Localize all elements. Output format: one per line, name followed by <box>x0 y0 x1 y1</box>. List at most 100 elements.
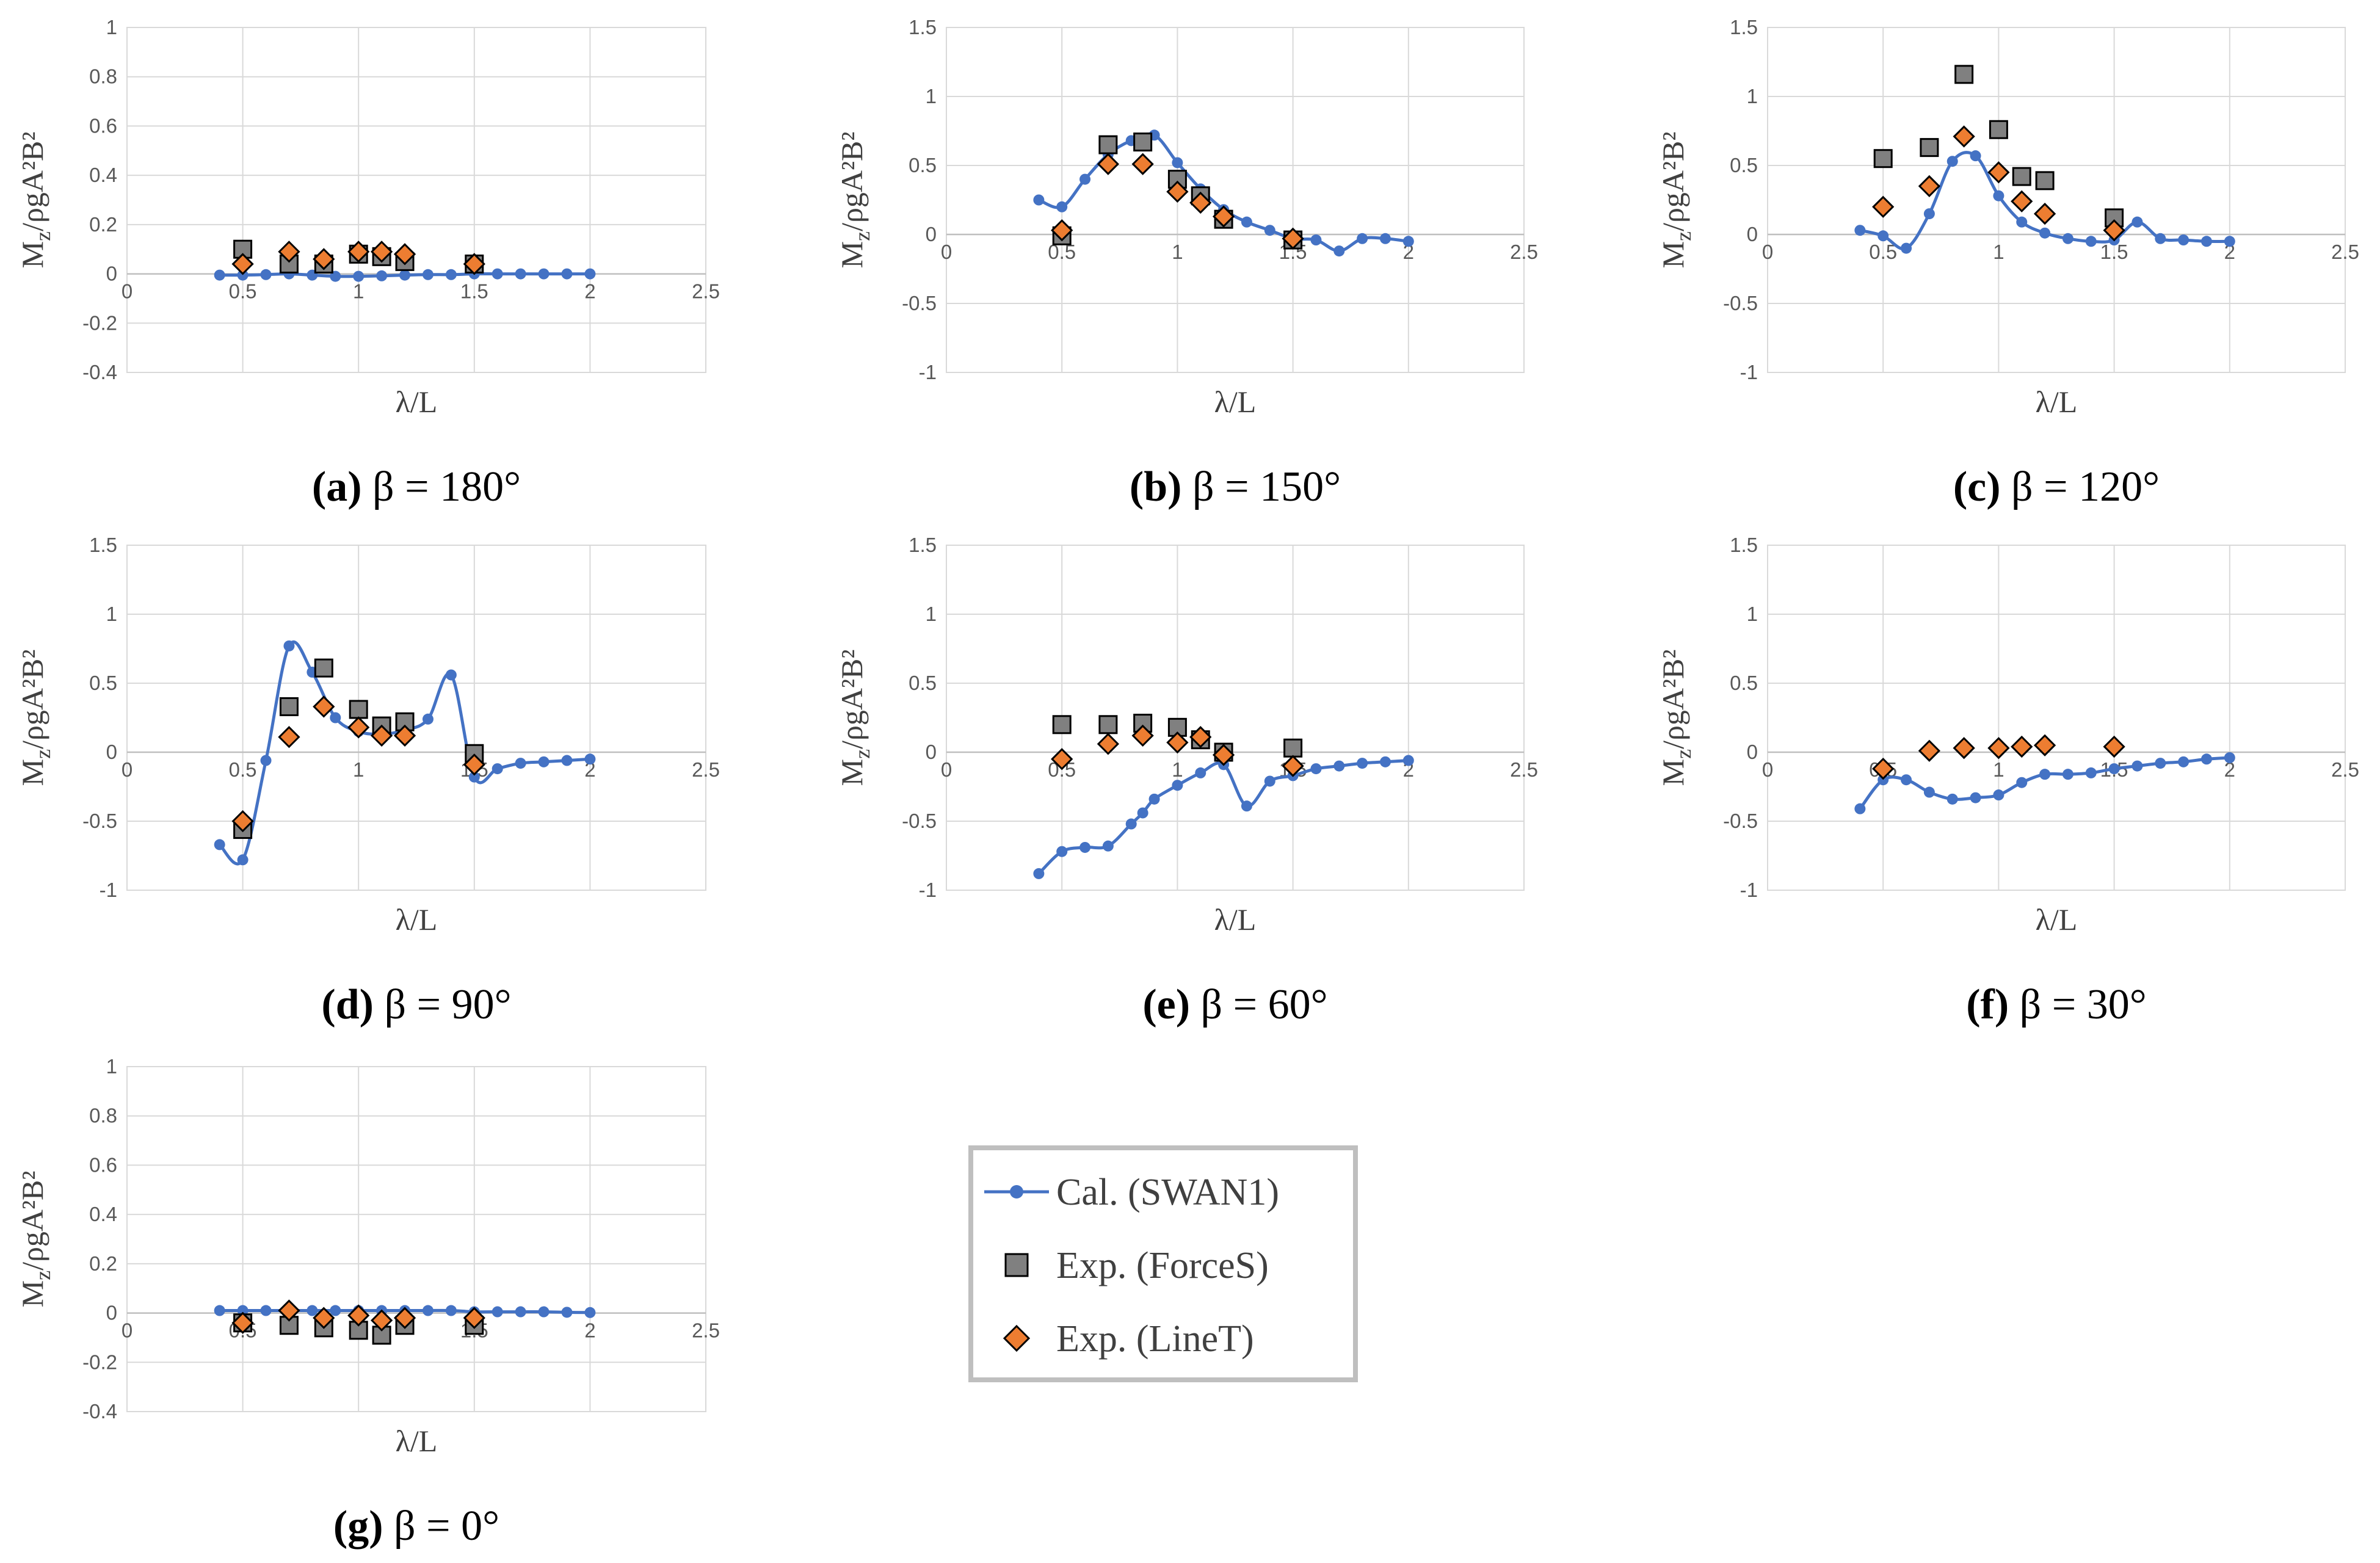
point-cal-swan1 <box>422 713 434 725</box>
point-cal-swan1 <box>1056 846 1068 857</box>
point-cal-swan1 <box>1854 803 1866 814</box>
point-cal-swan1 <box>492 1306 503 1318</box>
x-axis-label: λ/L <box>396 902 438 937</box>
x-tick-label: 0 <box>941 241 952 263</box>
point-exp-forces <box>2035 171 2055 190</box>
y-tick-label: 1 <box>1747 85 1758 107</box>
point-cal-swan1 <box>445 269 457 280</box>
point-cal-swan1 <box>1946 793 1958 805</box>
chart-g: -0.4-0.200.20.40.60.8100.511.522.5λ/LMz/… <box>15 1055 720 1550</box>
y-tick-label: 0.5 <box>1730 672 1758 694</box>
x-tick-label: 1 <box>1172 241 1183 263</box>
point-cal-swan1 <box>2224 752 2235 764</box>
x-tick-label: 2 <box>2224 241 2235 263</box>
point-exp-linet <box>347 716 370 739</box>
x-tick-label: 2.5 <box>2331 758 2359 781</box>
caption-a: (a) β = 180° <box>312 463 521 510</box>
point-exp-forces <box>1873 149 1893 169</box>
caption-text: β = 90° <box>374 981 512 1028</box>
point-exp-linet <box>1987 161 2010 184</box>
point-cal-swan1 <box>2039 227 2051 239</box>
legend-swatch-square <box>1004 1253 1029 1277</box>
point-cal-swan1 <box>1102 840 1114 852</box>
y-label-main: M <box>835 241 869 268</box>
caption-g: (g) β = 0° <box>333 1503 499 1550</box>
point-cal-swan1 <box>2224 236 2235 247</box>
x-axis-label: λ/L <box>2036 902 2078 937</box>
point-exp-linet <box>1189 191 1212 214</box>
point-exp-linet <box>313 1307 335 1329</box>
caption-letter: (e) <box>1142 981 1190 1028</box>
point-exp-linet <box>463 753 485 776</box>
y-tick-label: 1.5 <box>1730 16 1758 38</box>
point-cal-swan1 <box>260 755 272 766</box>
y-tick-label: -1 <box>919 361 937 383</box>
x-tick-label: 1 <box>1993 758 2004 781</box>
x-tick-label: 1 <box>353 758 364 781</box>
point-cal-swan1 <box>353 270 365 282</box>
y-tick-label: 0 <box>1747 741 1758 763</box>
y-tick-label: 1 <box>926 603 937 625</box>
point-cal-swan1 <box>1901 774 1912 786</box>
point-cal-swan1 <box>214 839 225 850</box>
legend-label: Exp. (LineT) <box>1056 1318 1254 1360</box>
point-cal-swan1 <box>1148 793 1160 805</box>
point-exp-linet <box>2011 735 2033 758</box>
point-cal-swan1 <box>399 269 411 281</box>
point-exp-linet <box>463 253 485 275</box>
y-axis-label: Mz/ρgA²B² <box>15 650 55 786</box>
x-tick-label: 0 <box>1762 241 1773 263</box>
point-exp-linet <box>2103 735 2125 758</box>
point-cal-swan1 <box>2131 760 2143 772</box>
point-exp-linet <box>1166 731 1189 754</box>
chart-c: -1-0.500.511.50 0.5 1 1.5 2 2.5λ/LMz/ρgA²B²(c… <box>1656 16 2359 510</box>
caption-text: β = 30° <box>2009 981 2147 1028</box>
point-cal-swan1 <box>2085 236 2097 247</box>
point-exp-forces <box>1133 132 1153 152</box>
point-cal-swan1 <box>1033 868 1045 879</box>
point-cal-swan1 <box>1402 755 1414 766</box>
x-tick-label: 2.5 <box>692 1319 720 1342</box>
point-exp-linet <box>278 241 300 263</box>
point-cal-swan1 <box>1172 157 1183 169</box>
point-exp-linet <box>1872 195 1895 218</box>
point-cal-swan1 <box>1402 236 1414 247</box>
point-cal-swan1 <box>1056 201 1068 212</box>
point-cal-swan1 <box>1310 763 1322 775</box>
point-exp-linet <box>393 724 416 747</box>
point-exp-linet <box>278 1299 300 1322</box>
point-exp-linet <box>1131 724 1154 747</box>
caption-letter: (g) <box>333 1503 383 1550</box>
y-tick-label: 1.5 <box>909 534 937 556</box>
legend-swatch-diamond <box>1003 1324 1031 1352</box>
x-tick-label: 0 <box>122 758 132 781</box>
y-axis-label: Mz/ρgA²B² <box>15 132 55 269</box>
y-axis-label: Mz/ρgA²B² <box>835 650 874 786</box>
y-tick-label: -1 <box>919 879 937 901</box>
x-tick-label: 0 <box>122 1319 132 1342</box>
point-exp-linet <box>1189 726 1212 749</box>
point-cal-swan1 <box>2085 767 2097 778</box>
x-tick-label: 0.5 <box>229 758 257 781</box>
point-exp-linet <box>231 810 254 833</box>
point-exp-linet <box>1166 180 1189 203</box>
x-tick-label: 2.5 <box>692 280 720 303</box>
point-exp-linet <box>1918 739 1941 762</box>
y-tick-label: 0.5 <box>909 154 937 176</box>
y-tick-label: 1 <box>106 16 117 38</box>
x-tick-label: 2.5 <box>1510 241 1538 263</box>
point-cal-swan1 <box>445 669 457 681</box>
legend-label: Exp. (ForceS) <box>1056 1245 1269 1286</box>
y-tick-label: 0.5 <box>89 672 117 694</box>
point-exp-linet <box>1282 755 1304 777</box>
point-cal-swan1 <box>1172 780 1183 791</box>
y-axis-label: Mz/ρgA²B² <box>1656 650 1696 786</box>
point-cal-swan1 <box>283 640 295 651</box>
point-exp-linet <box>2033 734 2056 756</box>
point-cal-swan1 <box>561 755 573 766</box>
point-cal-swan1 <box>330 270 341 282</box>
y-tick-label: -0.5 <box>1723 292 1758 314</box>
point-cal-swan1 <box>1970 792 1981 803</box>
y-label-rest: /ρgA²B² <box>15 1171 49 1271</box>
point-cal-swan1 <box>538 268 550 280</box>
